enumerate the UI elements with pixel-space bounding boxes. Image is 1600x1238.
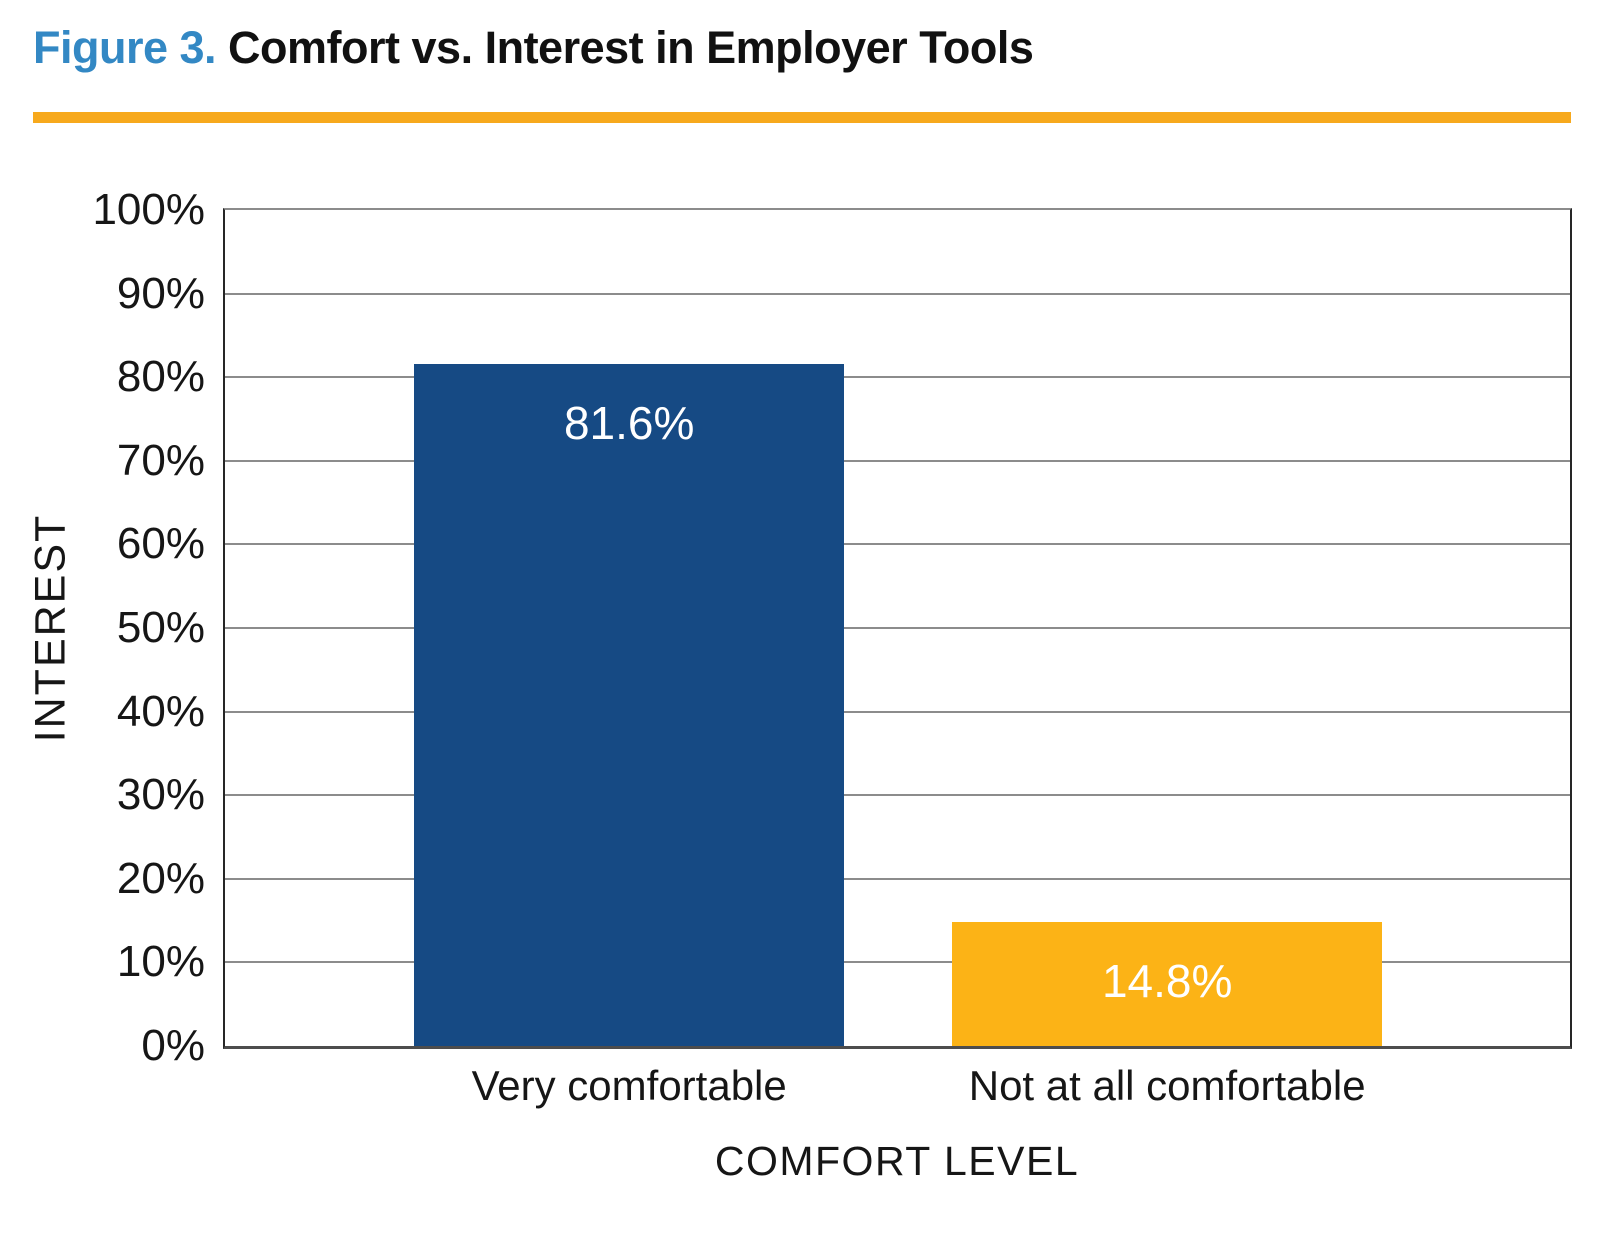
x-category-label-not-at-all-comfortable: Not at all comfortable [968, 1062, 1366, 1109]
gridline-90 [225, 292, 1570, 295]
x-axis-title: COMFORT LEVEL [714, 1138, 1080, 1184]
y-tick-label-80: 80% [116, 352, 205, 402]
y-tick-label-90: 90% [116, 268, 205, 318]
title-underline-rule [33, 112, 1571, 123]
gridline-60 [225, 543, 1570, 546]
gridline-40 [225, 710, 1570, 713]
x-axis-category-labels: Very comfortable Not at all comfortable [225, 1062, 1570, 1112]
y-tick-label-0: 0% [141, 1021, 205, 1070]
figure-title-text: Comfort vs. Interest in Employer Tools [228, 22, 1034, 73]
plot-area: 81.6% 14.8% [223, 208, 1572, 1049]
figure-number-label: Figure 3. [33, 22, 217, 73]
gridline-70 [225, 459, 1570, 462]
gridline-80 [225, 376, 1570, 379]
y-tick-label-30: 30% [116, 770, 205, 820]
bar-value-label-very-comfortable: 81.6% [563, 396, 695, 449]
y-axis-tick-labels: 0% 10% 20% 30% 40% 50% 60% 70% 80% 90% 100% [0, 185, 205, 1070]
bar-not-at-all-comfortable: 14.8% [951, 922, 1383, 1046]
gridline-10 [225, 961, 1570, 964]
figure-title: Figure 3. Comfort vs. Interest in Employe… [33, 22, 1034, 74]
gridline-20 [225, 877, 1570, 880]
y-tick-label-20: 20% [116, 853, 205, 903]
y-tick-label-10: 10% [116, 937, 205, 987]
y-tick-label-50: 50% [116, 603, 205, 652]
y-tick-label-40: 40% [116, 686, 205, 736]
y-tick-label-60: 60% [116, 519, 205, 569]
bar-value-label-not-at-all-comfortable: 14.8% [1101, 955, 1233, 1008]
gridline-30 [225, 794, 1570, 797]
gridline-50 [225, 627, 1570, 629]
bar-very-comfortable: 81.6% [413, 363, 845, 1046]
y-tick-label-100: 100% [92, 185, 205, 234]
x-category-label-very-comfortable: Very comfortable [471, 1062, 787, 1109]
y-tick-label-70: 70% [116, 435, 205, 485]
